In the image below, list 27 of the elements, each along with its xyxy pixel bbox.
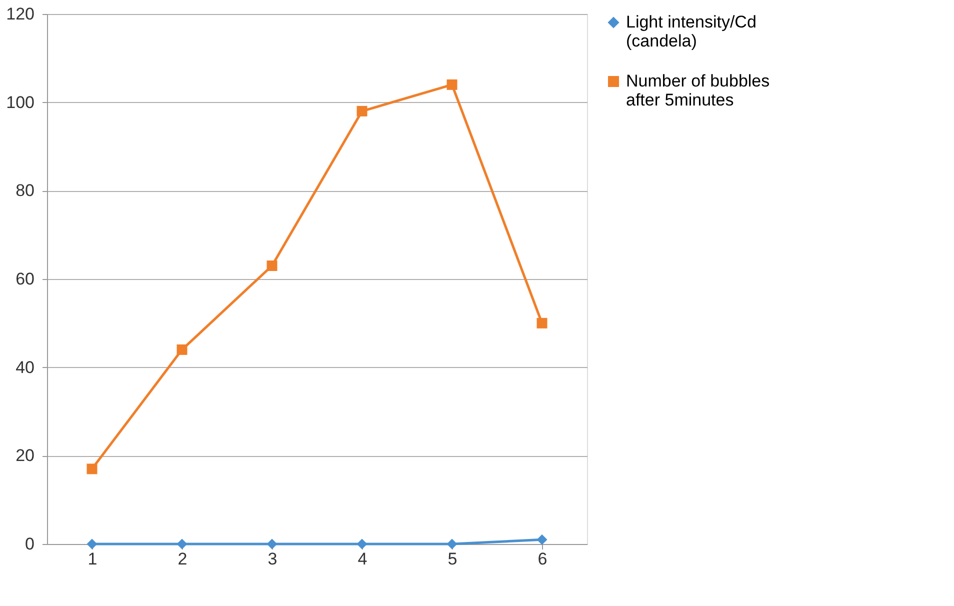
point — [86, 538, 98, 550]
x-tick-label: 2 — [178, 550, 188, 568]
point — [536, 534, 548, 545]
legend-label: Number of bubbles after 5minutes — [626, 72, 770, 110]
legend-label: Light intensity/Cd (candela) — [626, 12, 756, 50]
point — [536, 318, 548, 328]
y-tick-label: 80 — [16, 181, 34, 200]
y-tick-label: 60 — [16, 270, 34, 288]
point — [176, 344, 188, 355]
point — [176, 538, 188, 550]
x-tick-label: 4 — [358, 550, 368, 568]
y-tick-label: 100 — [6, 92, 34, 112]
x-tick-label: 1 — [88, 550, 98, 568]
point — [446, 79, 458, 90]
point — [266, 538, 278, 550]
y-tick-label: 0 — [25, 534, 34, 554]
y-tick-label: 40 — [16, 358, 34, 377]
y-tick-label: 120 — [6, 4, 34, 24]
y-tick-label: 20 — [16, 446, 34, 466]
point — [86, 464, 98, 474]
x-tick-label: 3 — [268, 550, 278, 568]
point — [446, 538, 458, 550]
point — [356, 538, 368, 550]
x-tick-label: 5 — [448, 550, 458, 568]
x-tick-label: 6 — [538, 550, 548, 568]
point — [266, 260, 278, 271]
point — [356, 106, 368, 116]
